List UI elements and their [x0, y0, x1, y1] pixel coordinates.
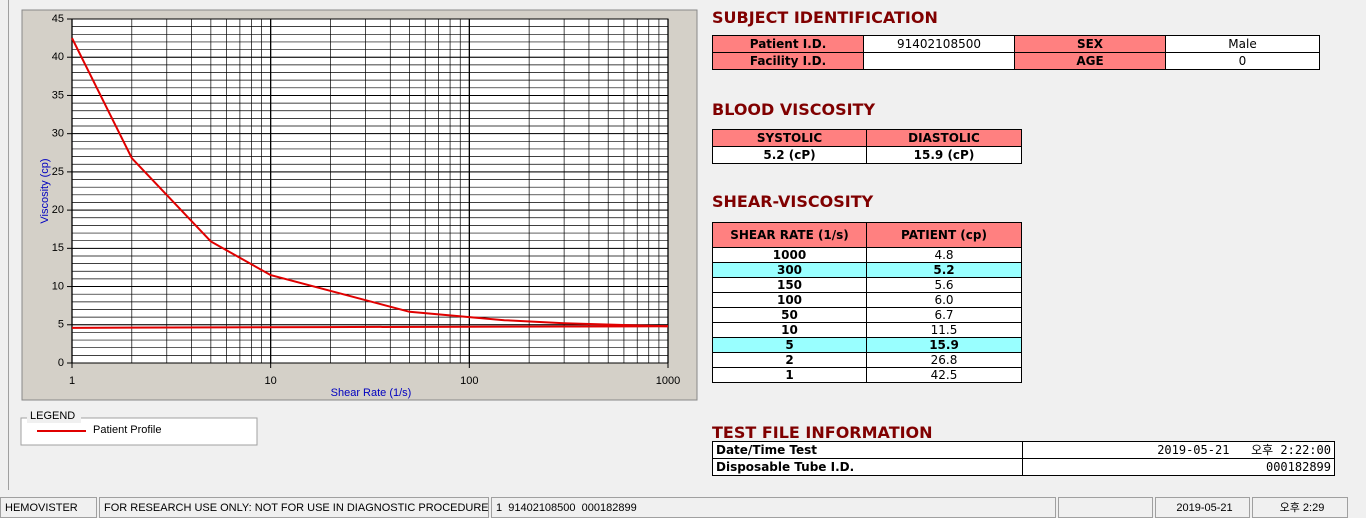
x-tick-label: 100 — [460, 375, 478, 387]
frame-line — [8, 0, 9, 490]
cell: 15.9 — [866, 337, 1022, 353]
cell: Male — [1165, 35, 1320, 53]
heading: TEST FILE INFORMATION — [712, 423, 933, 442]
x-axis-label: Shear Rate (1/s) — [331, 387, 412, 399]
table-row: 150 5.6 — [712, 277, 1022, 293]
cell: SYSTOLIC — [712, 129, 867, 147]
cell: 6.7 — [866, 307, 1022, 323]
plot-area — [72, 19, 668, 363]
cell: Facility I.D. — [712, 52, 864, 70]
table-row: 10 11.5 — [712, 322, 1022, 338]
test-file-table: Date/Time Test 2019-05-21 오후 2:22:00 Disp… — [712, 441, 1335, 476]
cell: 42.5 — [866, 367, 1022, 383]
cell: DIASTOLIC — [866, 129, 1022, 147]
x-tick-label: 1000 — [656, 375, 680, 387]
status-cell — [1058, 497, 1153, 518]
heading: SHEAR-VISCOSITY — [712, 192, 874, 211]
cell: 2 — [712, 352, 867, 368]
cell: Date/Time Test — [712, 441, 1023, 459]
y-tick-label: 25 — [52, 166, 64, 178]
legend-title-bg — [27, 409, 81, 423]
y-tick-label: 0 — [58, 357, 64, 369]
heading: SUBJECT IDENTIFICATION — [712, 8, 938, 27]
table-row: 50 6.7 — [712, 307, 1022, 323]
y-tick-label: 15 — [52, 242, 64, 254]
status-cell: 오후 2:29 — [1252, 497, 1348, 518]
y-tick-label: 45 — [52, 13, 64, 25]
subject-table: Patient I.D. 91402108500 SEX Male Facility … — [712, 35, 1320, 70]
heading: BLOOD VISCOSITY — [712, 100, 876, 119]
table-row: 100 6.0 — [712, 292, 1022, 308]
legend-label: Patient Profile — [93, 424, 161, 436]
cell: 2019-05-21 오후 2:22:00 — [1022, 441, 1335, 459]
cell: 91402108500 — [863, 35, 1015, 53]
table-row: 1 42.5 — [712, 367, 1022, 383]
series-line — [71, 325, 669, 329]
cell: 1 — [712, 367, 867, 383]
cell: SHEAR RATE (1/s) — [712, 222, 867, 248]
table-row: 1000 4.8 — [712, 247, 1022, 263]
cell: SEX — [1014, 35, 1166, 53]
plot-border — [71, 18, 669, 364]
x-tick-label: 10 — [265, 375, 277, 387]
cell: 5 — [712, 337, 867, 353]
cell: 50 — [712, 307, 867, 323]
cell: 11.5 — [866, 322, 1022, 338]
shear-table: SHEAR RATE (1/s) PATIENT (cp) 1000 4.8 300 5… — [712, 222, 1022, 383]
cell: 150 — [712, 277, 867, 293]
cell: 000182899 — [1022, 458, 1335, 476]
y-tick-label: 30 — [52, 128, 64, 140]
series-line — [71, 37, 669, 328]
blood-table: SYSTOLIC DIASTOLIC 5.2 (cP) 15.9 (cP) — [712, 129, 1022, 164]
cell: 6.0 — [866, 292, 1022, 308]
cell: 4.8 — [866, 247, 1022, 263]
cell: 10 — [712, 322, 867, 338]
cell: Disposable Tube I.D. — [712, 458, 1023, 476]
y-tick-label: 35 — [52, 89, 64, 101]
cell: 100 — [712, 292, 867, 308]
x-tick-label: 1 — [69, 375, 75, 387]
cell — [863, 52, 1015, 70]
cell: 15.9 (cP) — [866, 146, 1022, 164]
cell: 5.2 — [866, 262, 1022, 278]
cell: 26.8 — [866, 352, 1022, 368]
y-tick-label: 5 — [58, 319, 64, 331]
cell: AGE — [1014, 52, 1166, 70]
table-row: 300 5.2 — [712, 262, 1022, 278]
cell: 5.6 — [866, 277, 1022, 293]
status-cell: 2019-05-21 — [1155, 497, 1250, 518]
y-axis-label: Viscosity (cp) — [39, 158, 51, 223]
y-tick-label: 20 — [52, 204, 64, 216]
cell: PATIENT (cp) — [866, 222, 1022, 248]
y-tick-label: 10 — [52, 280, 64, 292]
y-tick-label: 40 — [52, 51, 64, 63]
status-cell: FOR RESEARCH USE ONLY: NOT FOR USE IN DI… — [99, 497, 489, 518]
cell: 0 — [1165, 52, 1320, 70]
cell: 300 — [712, 262, 867, 278]
table-row: 5 15.9 — [712, 337, 1022, 353]
legend-title: LEGEND — [30, 410, 75, 422]
cell: 1000 — [712, 247, 867, 263]
chart: Viscosity (cp) Shear Rate (1/s) LEGEND P… — [20, 9, 698, 446]
cell: 5.2 (cP) — [712, 146, 867, 164]
status-cell: HEMOVISTER — [0, 497, 97, 518]
cell: Patient I.D. — [712, 35, 864, 53]
table-row: 2 26.8 — [712, 352, 1022, 368]
status-cell: 1 91402108500 000182899 — [491, 497, 1056, 518]
